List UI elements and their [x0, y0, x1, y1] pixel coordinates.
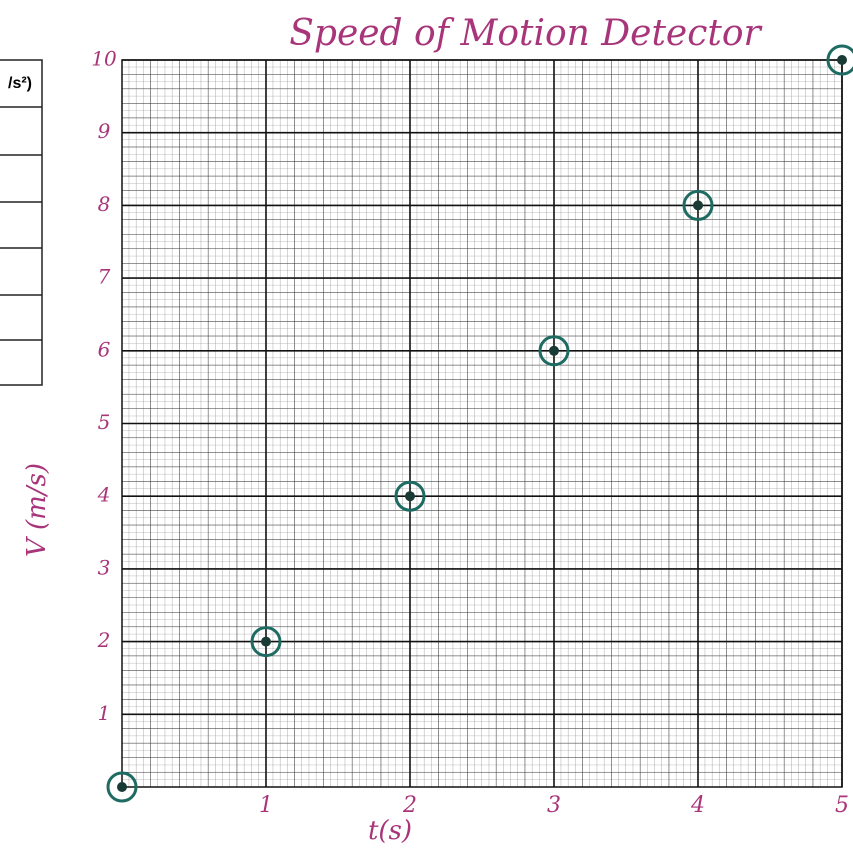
x-tick-label: 2: [402, 793, 417, 818]
point-ring: [826, 44, 853, 76]
point-dot: [261, 636, 271, 647]
x-tick-label: 5: [835, 793, 849, 818]
data-point: [394, 480, 426, 512]
y-tick-label: 9: [98, 119, 111, 143]
point-ring: [682, 189, 714, 221]
point-dot: [117, 782, 127, 792]
data-point: [682, 189, 714, 221]
point-dot: [405, 491, 415, 502]
x-tick-label: 4: [690, 793, 705, 818]
point-ring: [394, 480, 426, 512]
point-dot: [837, 55, 847, 65]
y-tick-label: 5: [98, 410, 111, 434]
chart-title: Speed of Motion Detector: [289, 13, 762, 54]
table-header: /s²): [8, 75, 32, 92]
y-tick-label: 3: [98, 555, 111, 579]
y-tick-label: 7: [98, 265, 111, 289]
x-axis-label: t(s): [368, 816, 412, 846]
point-ring: [106, 771, 138, 803]
data-point: [538, 335, 570, 367]
y-tick-label: 10: [91, 47, 117, 71]
point-dot: [693, 200, 703, 211]
point-dot: [549, 345, 559, 356]
x-tick-label: 3: [547, 793, 561, 818]
data-point: [106, 771, 138, 803]
y-tick-label: 8: [98, 192, 111, 216]
table-fragment: [0, 59, 43, 386]
point-ring: [538, 335, 570, 367]
point-ring: [250, 626, 282, 658]
data-point: [250, 626, 282, 658]
y-tick-label: 2: [97, 628, 111, 652]
data-point: [826, 44, 853, 76]
x-tick-label: 1: [259, 793, 273, 818]
y-tick-label: 1: [98, 701, 111, 725]
y-axis-label: V (m/s): [22, 463, 52, 557]
y-tick-label: 4: [97, 483, 111, 507]
y-tick-label: 6: [98, 337, 111, 361]
